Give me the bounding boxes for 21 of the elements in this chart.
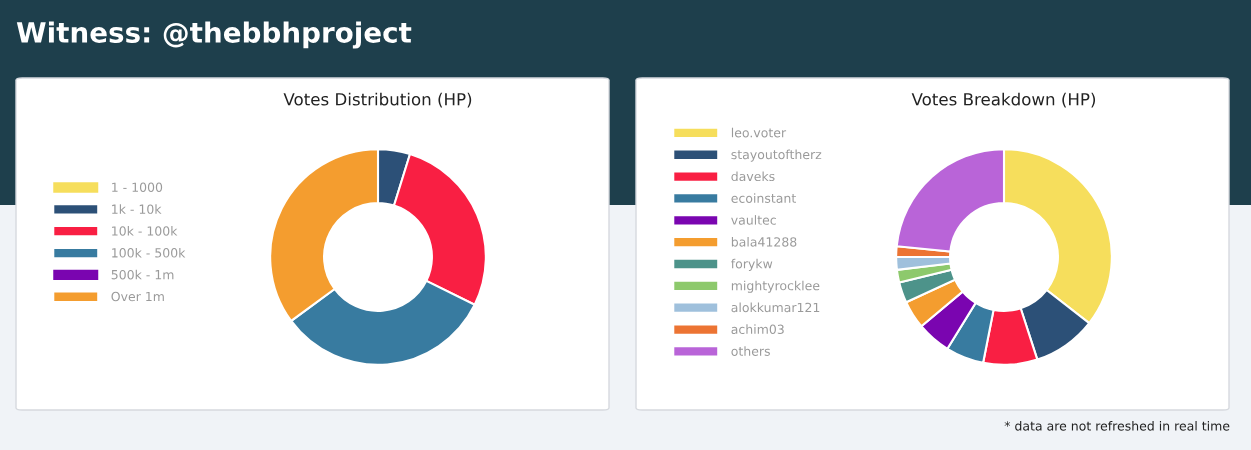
legend-label: others: [731, 346, 770, 356]
text: * data are not refreshed in real time: [1004, 420, 1230, 431]
legend-label: Over 1m: [111, 291, 164, 302]
legend-label: alokkumar121: [731, 302, 820, 313]
legend-label: 1 - 1000: [112, 182, 163, 192]
legend-label: daveks: [731, 171, 775, 182]
legend-label: vaultec: [731, 215, 776, 225]
chart-title: Votes Breakdown (HP): [911, 92, 1096, 108]
legend-label: 1k - 10k: [112, 204, 162, 214]
legend-label: ecoinstant: [731, 193, 796, 203]
legend-label: leo.voter: [731, 127, 787, 138]
chart-title: Votes Distribution (HP): [283, 92, 472, 108]
legend-label: 10k - 100k: [112, 226, 178, 236]
legend-label: mightyrocklee: [731, 280, 820, 293]
legend-label: stayoutoftherz: [731, 149, 822, 162]
legend-label: achim03: [731, 324, 784, 335]
legend-label: 100k - 500k: [112, 247, 186, 258]
legend-label: forykw: [731, 258, 773, 271]
legend-label: bala41288: [731, 236, 797, 247]
text: Witness: @thebbhproject: [16, 21, 412, 49]
legend-label: 500k - 1m: [111, 269, 174, 280]
